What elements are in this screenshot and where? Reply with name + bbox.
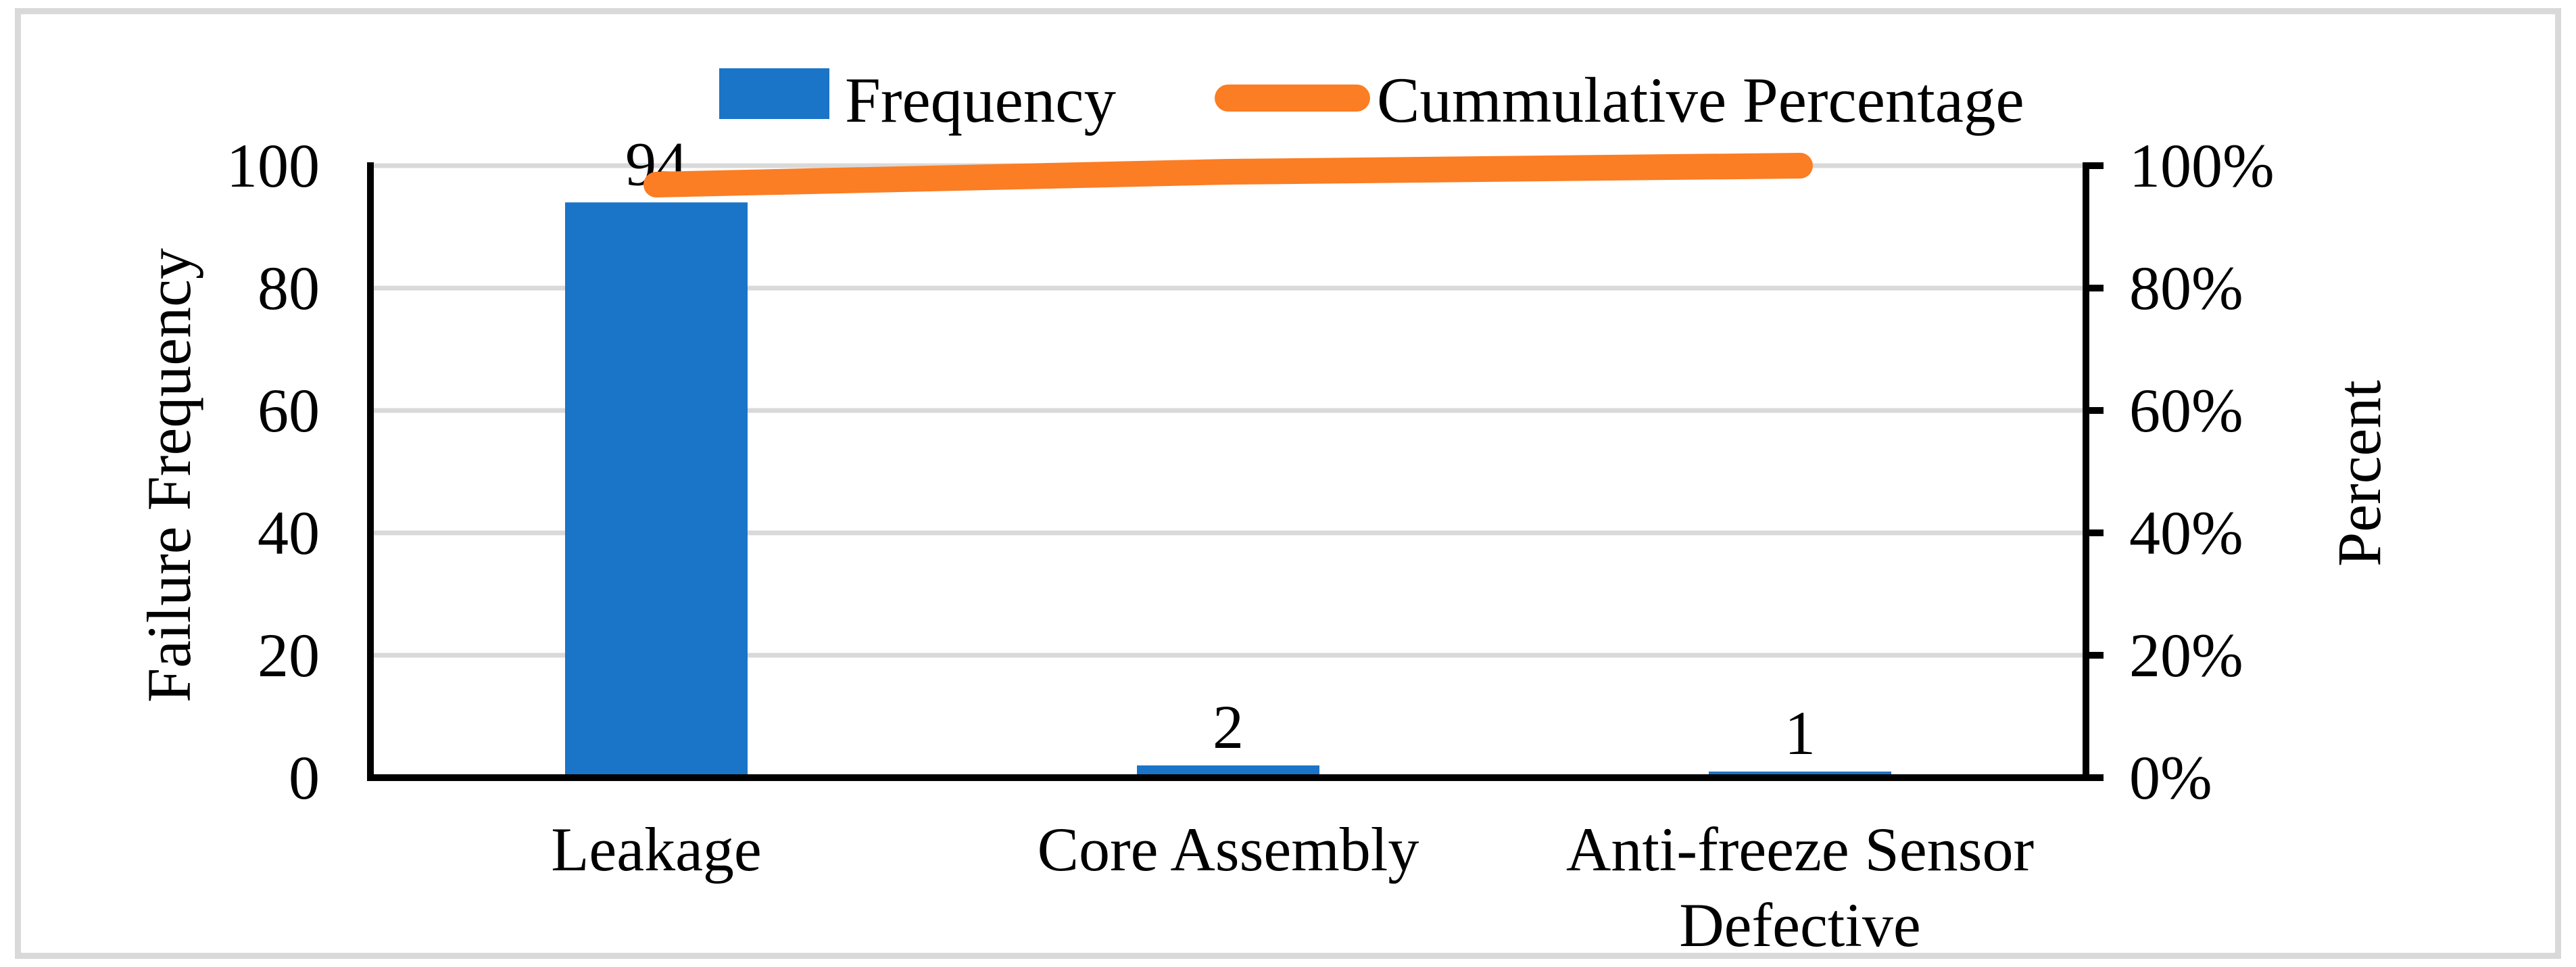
category-label-1: Core Assembly (1037, 815, 1419, 884)
cumulative-percentage-line[interactable] (643, 153, 1813, 198)
bar-0[interactable] (565, 202, 748, 778)
legend-cumulative-label[interactable]: Cummulative Percentage (1377, 64, 2024, 136)
left-axis-title: Failure Frequency (135, 248, 203, 703)
legend-cumulative-line-swatch[interactable] (1215, 85, 1370, 112)
right-tick-label-20%: 20% (2129, 621, 2243, 690)
bar-data-label-2: 1 (1784, 699, 1816, 768)
left-tick-label-40: 40 (258, 498, 320, 567)
left-tick-label-20: 20 (258, 621, 320, 690)
right-tick-label-100%: 100% (2129, 131, 2275, 200)
legend-frequency-swatch[interactable] (719, 68, 829, 119)
left-tick-label-0: 0 (289, 743, 320, 812)
category-label-0: Leakage (551, 815, 762, 884)
left-tick-label-100: 100 (226, 131, 320, 200)
legend-frequency-label[interactable]: Frequency (845, 64, 1116, 136)
right-tick-label-40%: 40% (2129, 498, 2243, 567)
right-axis-title: Percent (2325, 380, 2393, 567)
right-tick-label-0%: 0% (2129, 743, 2212, 812)
right-tick-label-80%: 80% (2129, 254, 2243, 323)
left-tick-label-60: 60 (258, 376, 320, 445)
category-label-2: Anti-freeze Sensor Defective (1565, 815, 2035, 960)
right-tick-label-60%: 60% (2129, 376, 2243, 445)
bar-data-label-1: 2 (1213, 692, 1244, 761)
left-tick-label-80: 80 (258, 254, 320, 323)
